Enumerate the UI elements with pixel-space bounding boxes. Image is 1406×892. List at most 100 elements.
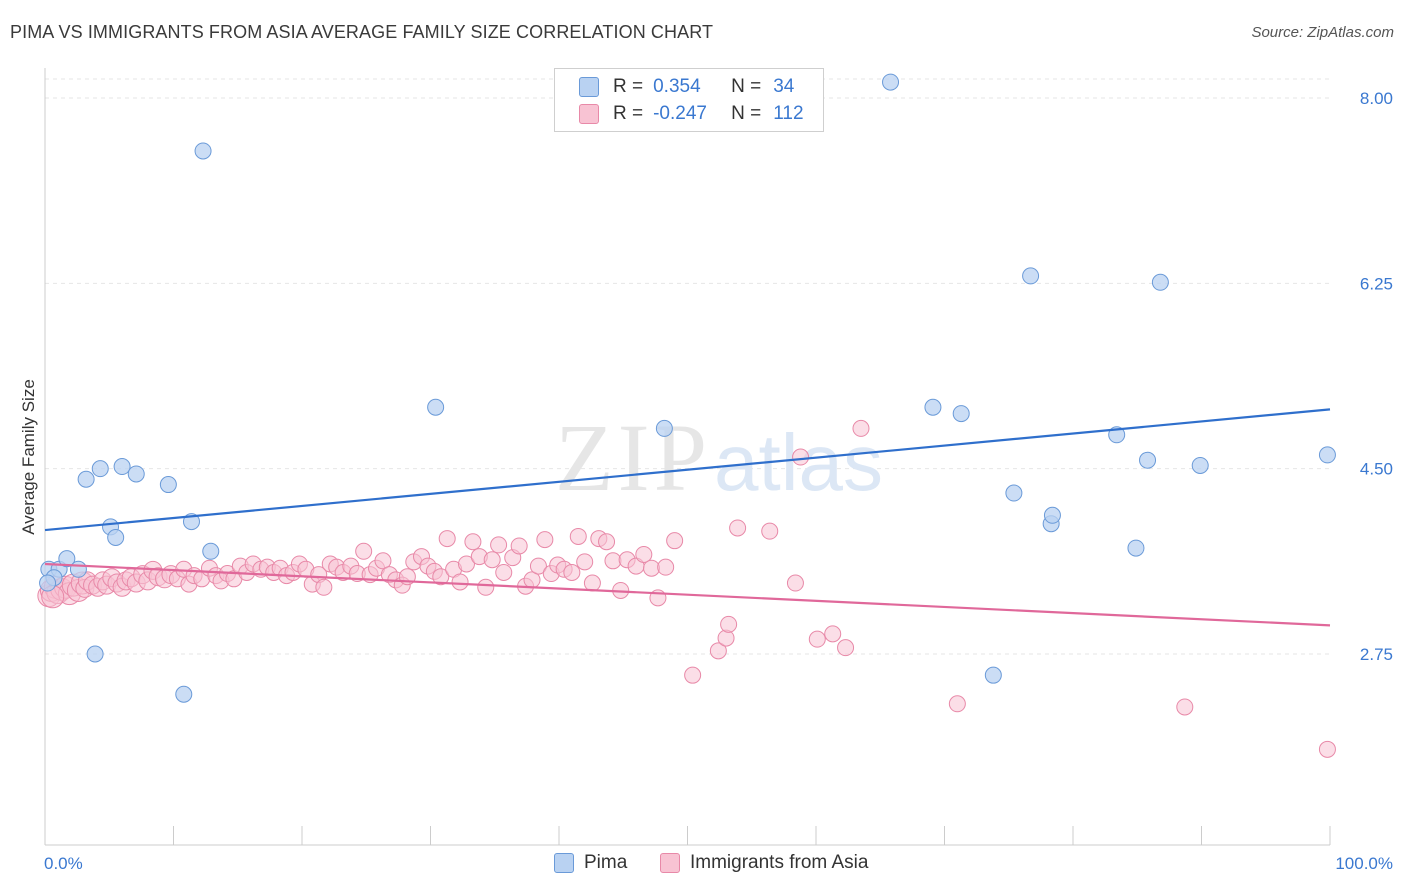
asia-legend-icon (660, 853, 680, 873)
y-tick-label: 4.50 (1360, 460, 1393, 479)
pima-point (194, 142, 212, 160)
pima-trend-line (44, 408, 1331, 532)
legend-row-asia: R = -0.247 N = 112 (579, 101, 804, 127)
pima-point (58, 550, 76, 568)
r-value: -0.247 (653, 103, 707, 124)
asia-point (490, 536, 508, 554)
pima-point (1127, 539, 1145, 557)
pima-point (77, 470, 95, 488)
asia-point (315, 578, 333, 596)
asia-point (374, 552, 392, 570)
stats-legend: R = 0.354 N = 34 R = -0.247 N = 112 (554, 68, 824, 132)
asia-point (464, 533, 482, 551)
pima-point (113, 458, 131, 476)
asia-point (792, 448, 810, 466)
asia-point (837, 639, 855, 657)
pima-point (1151, 273, 1169, 291)
asia-point (709, 642, 727, 660)
asia-point (598, 533, 616, 551)
x-tick-label: 0.0% (44, 854, 83, 873)
asia-point (1176, 698, 1194, 716)
pima-point (159, 476, 177, 494)
x-tick-label: 100.0% (1335, 854, 1393, 873)
pima-point (69, 560, 87, 578)
asia-point (666, 532, 684, 550)
bottom-legend-pima: Pima (554, 852, 627, 874)
asia-point (808, 630, 826, 648)
n-label: N = (731, 103, 762, 124)
pima-point (1005, 484, 1023, 502)
pima-point (1022, 267, 1040, 285)
asia-point (536, 531, 554, 549)
pima-point (655, 419, 673, 437)
pima-legend-label: Pima (584, 852, 628, 873)
pima-point (39, 574, 57, 592)
pima-swatch-icon (579, 77, 599, 97)
pima-point (175, 685, 193, 703)
r-label: R = (613, 76, 644, 97)
y-axis-label: Average Family Size (19, 379, 38, 535)
asia-point (576, 553, 594, 571)
asia-point (355, 542, 373, 560)
r-value: 0.354 (653, 76, 701, 97)
asia-point (786, 574, 804, 592)
tick-labels: 2.75 4.50 6.25 8.00 0.0% 100.0% (44, 89, 1393, 873)
pima-point (1191, 456, 1209, 474)
chart-title: PIMA VS IMMIGRANTS FROM ASIA AVERAGE FAM… (10, 22, 714, 42)
pima-point (202, 542, 220, 560)
asia-point (852, 419, 870, 437)
pima-point (882, 73, 900, 91)
pima-point (984, 666, 1002, 684)
pima-point (107, 529, 125, 547)
asia-point (657, 558, 675, 576)
asia-point (643, 559, 661, 577)
source-label: Source: ZipAtlas.com (1251, 24, 1394, 41)
asia-point (729, 519, 747, 537)
pima-series (39, 73, 1336, 703)
pima-point (924, 398, 942, 416)
asia-swatch-icon (579, 104, 599, 124)
watermark-zip: ZIP (555, 404, 711, 511)
asia-point (510, 537, 528, 555)
asia-point (761, 522, 779, 540)
n-value: 112 (773, 103, 804, 124)
pima-legend-icon (554, 853, 574, 873)
legend-row-pima: R = 0.354 N = 34 (579, 74, 794, 100)
asia-point (583, 574, 601, 592)
pima-point (952, 405, 970, 423)
pima-point (127, 465, 145, 483)
asia-point (563, 563, 581, 581)
y-tick-label: 2.75 (1360, 645, 1393, 664)
trend-lines (44, 408, 1331, 627)
asia-trend-line (44, 562, 1331, 627)
pima-point (1043, 506, 1061, 524)
asia-point (948, 695, 966, 713)
asia-point (457, 555, 475, 573)
pima-point (91, 460, 109, 478)
asia-point (604, 552, 622, 570)
asia-point (529, 557, 547, 575)
asia-point (438, 530, 456, 548)
asia-point (483, 551, 501, 569)
y-tick-label: 8.00 (1360, 89, 1393, 108)
asia-point (717, 629, 735, 647)
n-value: 34 (773, 76, 795, 97)
asia-point (635, 545, 653, 563)
axes (44, 68, 1331, 846)
asia-point (451, 573, 469, 591)
asia-point (684, 666, 702, 684)
bottom-legend-asia: Immigrants from Asia (660, 852, 868, 874)
watermark: ZIP atlas (555, 404, 883, 511)
asia-point (432, 568, 450, 586)
asia-point (477, 578, 495, 596)
asia-point (720, 615, 738, 633)
n-label: N = (731, 76, 762, 97)
pima-point (1139, 451, 1157, 469)
pima-point (427, 398, 445, 416)
asia-point (569, 527, 587, 545)
asia-point (824, 625, 842, 643)
asia-point (1318, 740, 1336, 758)
asia-legend-label: Immigrants from Asia (690, 852, 869, 873)
r-label: R = (613, 103, 644, 124)
